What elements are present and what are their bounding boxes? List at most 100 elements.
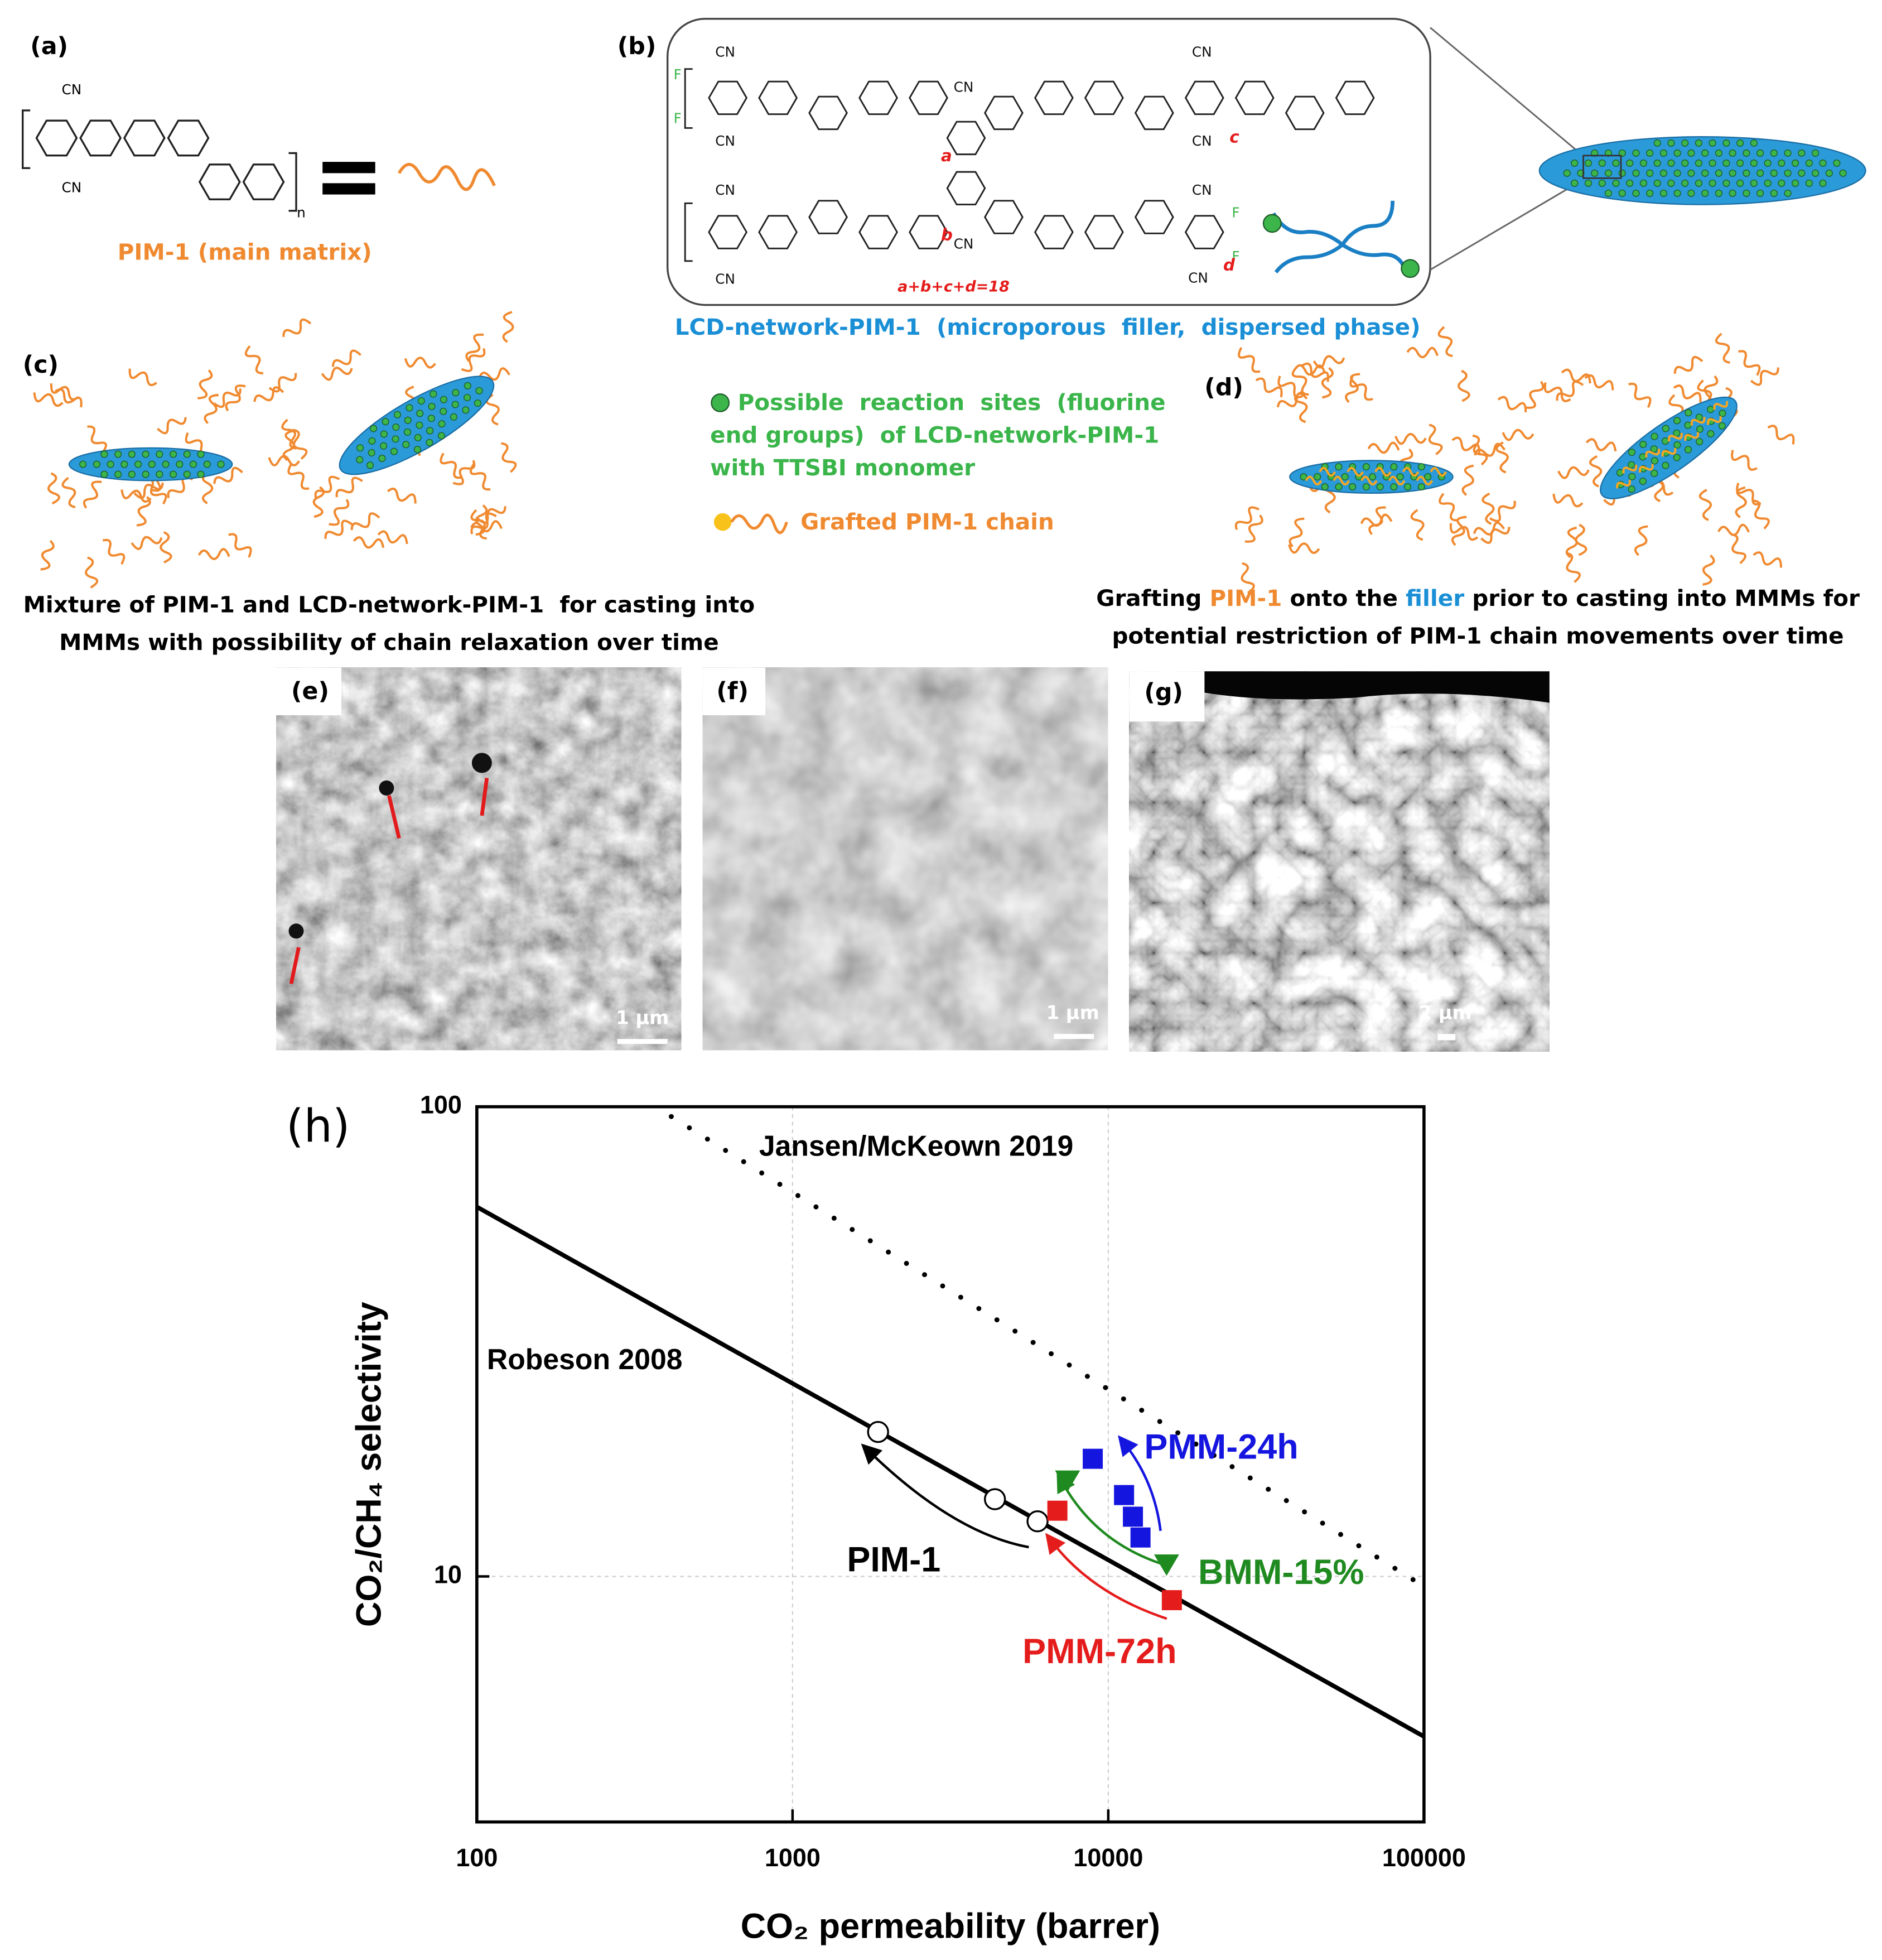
filler-dot — [1839, 169, 1847, 177]
grafted-chain — [1374, 466, 1392, 477]
filler-dot — [1784, 149, 1792, 157]
filler-dot — [142, 450, 149, 458]
polymer-chain — [440, 452, 462, 479]
filler-dot — [114, 450, 122, 458]
grafted-chain — [1684, 432, 1700, 441]
polymer-chain — [321, 367, 353, 381]
caption: MMMs with possibility of chain relaxatio… — [59, 629, 719, 656]
filler-dot — [170, 470, 177, 478]
polymer-chain — [469, 463, 491, 491]
polymer-chain — [1291, 365, 1309, 396]
ring — [1234, 80, 1275, 115]
polymer-chain — [1312, 355, 1345, 369]
filler-dot — [1673, 441, 1681, 449]
filler-dot — [464, 394, 471, 402]
polymer-chain — [387, 487, 417, 504]
filler-dot — [356, 444, 364, 452]
filler-dot — [1662, 461, 1669, 469]
filler-dot — [1591, 169, 1599, 177]
polymer-chain — [253, 386, 284, 402]
polymer-chain — [1238, 347, 1261, 373]
data-point — [1161, 1590, 1182, 1611]
subscript-label: a — [941, 146, 952, 165]
polymer-chain — [1634, 525, 1648, 556]
filler-dot — [1715, 189, 1722, 197]
filler-dot — [1653, 179, 1661, 187]
panel-label: (e) — [291, 677, 329, 705]
polymer-chain — [1473, 521, 1505, 536]
filler-dot — [1604, 189, 1613, 197]
grafted-chain — [1305, 475, 1323, 486]
polymer-chain — [1301, 362, 1329, 382]
filler-dot — [1701, 149, 1709, 157]
grafted-chain — [1430, 466, 1447, 477]
x-tick-label: 1000 — [765, 1843, 821, 1872]
filler-dot — [1750, 139, 1758, 147]
polymer-chain — [1394, 432, 1427, 445]
filler-dot — [148, 460, 156, 468]
polymer-chain — [1345, 373, 1360, 403]
filler-dot — [392, 435, 399, 443]
polymer-chain — [1557, 466, 1590, 479]
polymer-chain — [1565, 526, 1578, 558]
polymer-chain — [1584, 374, 1614, 391]
filler-dot — [120, 460, 128, 468]
trade-off-line — [475, 1205, 1425, 1739]
grafted-chain — [1713, 401, 1729, 410]
filler-dot — [464, 382, 471, 389]
filler-dot — [417, 397, 425, 405]
filler-dot — [366, 461, 374, 469]
reaction-site-dot — [1262, 214, 1282, 233]
filler-dot — [1715, 149, 1722, 157]
filler-dot — [1424, 473, 1432, 481]
reaction-site-dot — [711, 393, 730, 412]
data-point — [1047, 1500, 1068, 1521]
graft-dot — [713, 513, 732, 531]
filler-particle — [1289, 460, 1454, 494]
caption-part: prior to casting into MMMs for — [1464, 585, 1860, 611]
filler-dot — [183, 470, 191, 478]
filler-dot — [1805, 179, 1813, 187]
filler-dot — [100, 470, 108, 478]
filler-dot — [1778, 179, 1786, 187]
filler-dot — [176, 460, 184, 468]
series-label: Jansen/McKeown 2019 — [759, 1130, 1073, 1162]
polymer-chain — [1482, 492, 1495, 525]
filler-dot — [1695, 413, 1703, 421]
polymer-chain — [1702, 554, 1715, 586]
grafted-chain — [1347, 466, 1364, 477]
filler-dot — [1390, 463, 1398, 471]
polymer-chain — [131, 536, 163, 550]
filler-dot — [142, 470, 149, 478]
polymer-chain — [350, 512, 380, 531]
polymer-chain — [314, 475, 340, 499]
grafted-chain — [1622, 464, 1638, 474]
filler-dot — [1707, 406, 1715, 413]
ring — [1034, 215, 1074, 249]
ring — [1034, 80, 1074, 115]
ring — [909, 80, 948, 115]
panel-label: (c) — [23, 351, 59, 379]
ring — [708, 80, 748, 115]
ring — [808, 200, 848, 234]
filler-dot — [1784, 169, 1792, 177]
panel-label: (g) — [1144, 678, 1183, 706]
filler-particle — [68, 447, 233, 481]
polymer-chain — [268, 373, 297, 393]
filler-dot — [128, 450, 136, 458]
filler-dot — [1722, 139, 1730, 147]
filler-dot — [197, 450, 205, 458]
filler-dot — [426, 427, 434, 435]
ring — [167, 119, 210, 157]
polymer-chain — [204, 393, 219, 425]
polymer-chain — [1367, 441, 1400, 454]
filler-dot — [1709, 139, 1716, 147]
filler-dot — [392, 423, 400, 431]
filler-dot — [1681, 139, 1689, 147]
filler-dot — [356, 456, 364, 464]
chart: 100 1000 10000 100000 10 100 CO₂ permeability … — [350, 1091, 1466, 1946]
filler-dot — [1653, 159, 1661, 167]
polymer-chain — [61, 476, 76, 509]
filler-dot — [79, 460, 87, 468]
filler-dot — [1376, 483, 1384, 491]
